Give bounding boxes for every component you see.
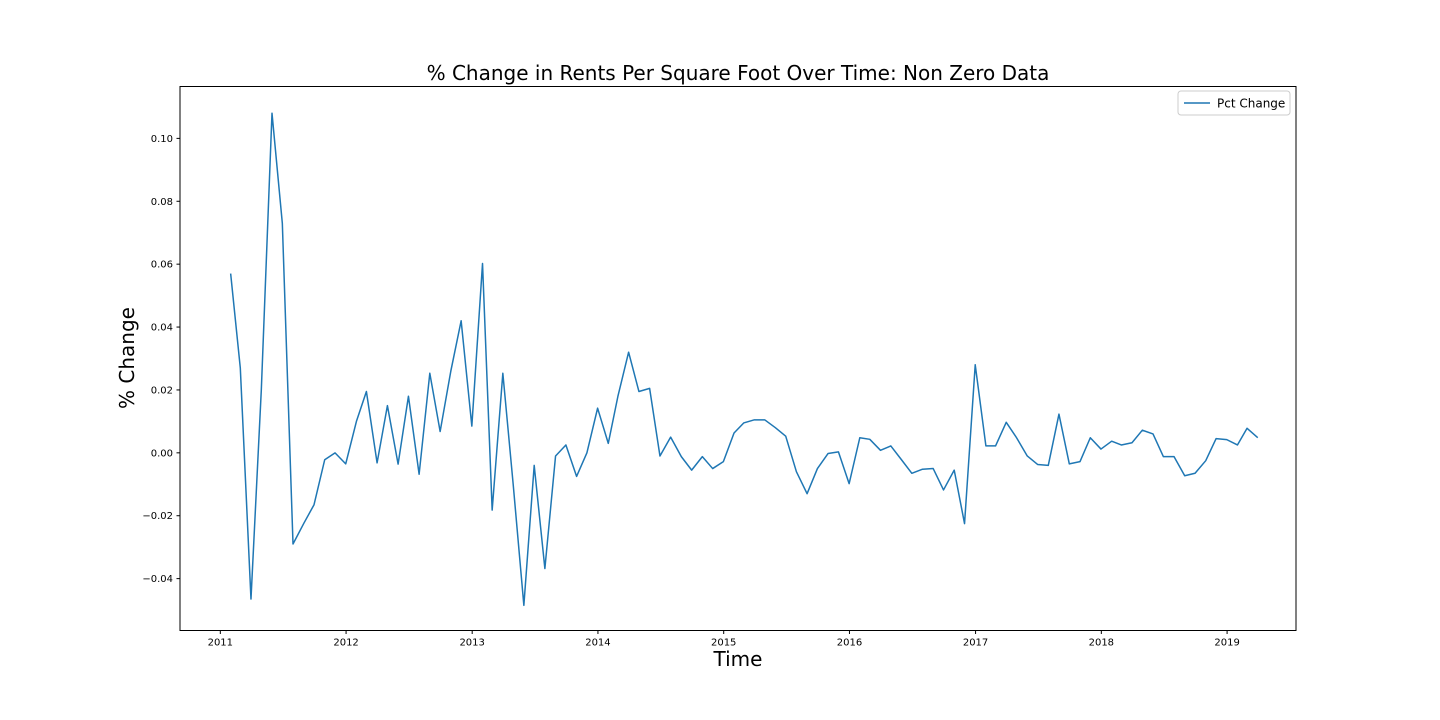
x-tick-label: 2012 [333,638,358,649]
y-axis: 0.10 0.08 0.06 0.04 0.02 0.00 −0.02 −0.04 [142,134,180,585]
y-tick-label: 0.00 [151,448,173,459]
y-axis-title: % Change [115,307,139,409]
series-points [230,112,1259,606]
x-tick-label: 2013 [459,638,484,649]
y-tick-label: 0.02 [151,385,173,396]
y-tick-label: −0.02 [142,511,173,522]
y-tick-label: 0.06 [151,260,173,271]
y-tick-label: 0.04 [151,323,173,334]
x-tick-label: 2018 [1089,638,1114,649]
x-tick-label: 2019 [1214,638,1239,649]
x-tick-label: 2014 [585,638,610,649]
x-tick-label: 2017 [963,638,988,649]
x-tick-label: 2011 [208,638,233,649]
plot-area-frame [179,86,1297,631]
series-line-pct-change [229,112,1259,607]
x-tick-label: 2015 [711,638,736,649]
legend-label-pct-change: Pct Change [1217,97,1285,111]
x-axis: 2011 2012 2013 2014 2015 2016 2017 2018 2019 [208,630,1240,649]
y-tick-label: 0.08 [151,197,173,208]
x-tick-label: 2016 [837,638,862,649]
y-tick-label: −0.04 [142,574,173,585]
x-axis-title: Time [713,647,763,671]
legend-frame [1177,90,1291,116]
y-tick-label: 0.10 [151,134,173,145]
chart-title: % Change in Rents Per Square Foot Over T… [427,61,1050,85]
legend: Pct Change [1177,90,1291,116]
